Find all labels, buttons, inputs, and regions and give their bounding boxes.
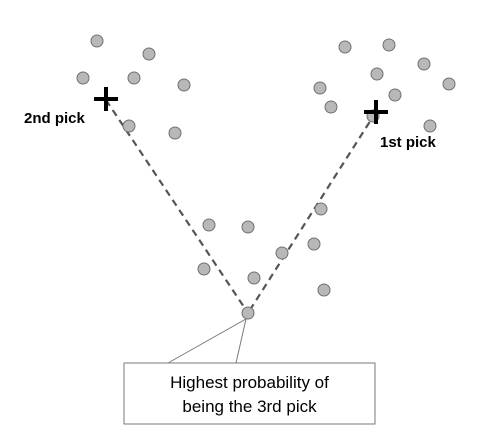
point [127,71,141,85]
point [382,38,396,52]
point [314,202,328,216]
point [202,218,216,232]
point [122,119,136,133]
point [338,40,352,54]
point [275,246,289,260]
callout-text-line-2: being the 3rd pick [182,397,317,416]
point [423,119,437,133]
second-pick-cross-icon [94,87,118,111]
point [90,34,104,48]
callout-text-line-1: Highest probability of [170,373,329,392]
point [241,220,255,234]
callout-pointer [167,318,247,364]
point [197,262,211,276]
point [177,78,191,92]
point [168,126,182,140]
point [247,271,261,285]
point [317,283,331,297]
first-pick-cross-icon [364,100,388,124]
point [76,71,90,85]
point [324,100,338,114]
point [142,47,156,61]
second-pick-label: 2nd pick [24,110,86,127]
point [388,88,402,102]
dashed-line-second-pick [105,99,249,314]
point [313,81,327,95]
point [307,237,321,251]
point [417,57,431,71]
callout-box [123,362,376,425]
first-pick-label: 1st pick [380,134,437,151]
scatter-points [76,34,456,320]
third-pick-point [241,306,255,320]
point [442,77,456,91]
point [370,67,384,81]
dashed-line-first-pick [247,111,377,314]
